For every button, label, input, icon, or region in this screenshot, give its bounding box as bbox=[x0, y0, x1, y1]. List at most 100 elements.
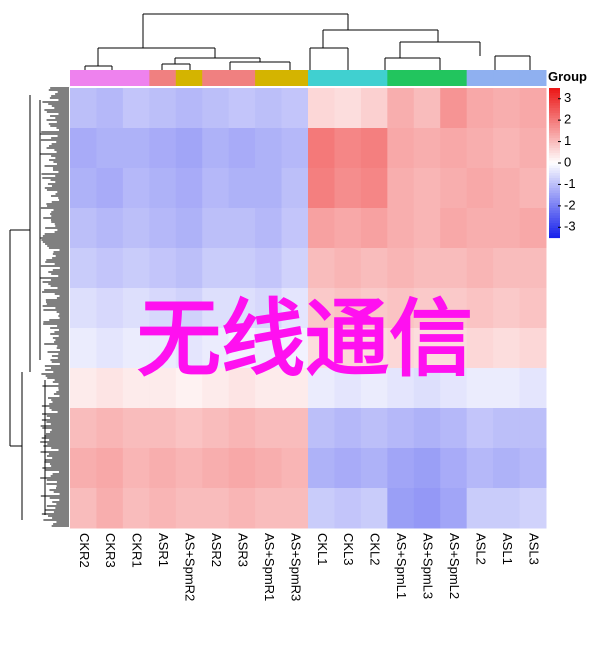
heatmap-cell bbox=[360, 328, 388, 369]
color-bar-segment bbox=[549, 205, 560, 209]
heatmap-cell bbox=[122, 448, 150, 489]
heatmap-cell bbox=[281, 448, 309, 489]
heatmap-cell bbox=[96, 128, 124, 169]
heatmap-cell bbox=[149, 328, 177, 369]
heatmap-cell bbox=[360, 208, 388, 249]
heatmap-cell bbox=[387, 88, 415, 129]
heatmap-cell bbox=[440, 368, 468, 409]
heatmap-cell bbox=[149, 488, 177, 529]
heatmap-cell bbox=[387, 488, 415, 529]
heatmap-cell bbox=[175, 208, 203, 249]
color-bar-segment bbox=[549, 128, 560, 131]
heatmap-cell bbox=[96, 408, 124, 449]
heatmap-cell bbox=[175, 488, 203, 529]
color-bar-segment bbox=[549, 155, 560, 159]
color-bar-segment bbox=[549, 118, 560, 121]
column-dendrogram bbox=[84, 13, 531, 70]
heatmap-cell bbox=[360, 408, 388, 449]
heatmap-cell bbox=[255, 168, 283, 209]
heatmap-cell bbox=[281, 408, 309, 449]
heatmap-cell bbox=[334, 248, 362, 289]
heatmap-cell bbox=[70, 328, 97, 369]
heatmap-cell bbox=[440, 488, 468, 529]
color-tick-label: -1 bbox=[564, 176, 576, 191]
heatmap-cell bbox=[466, 288, 494, 329]
color-bar-segment bbox=[549, 103, 560, 106]
heatmap-cell bbox=[387, 168, 415, 209]
heatmap-cell bbox=[440, 168, 468, 209]
heatmap-cell bbox=[519, 168, 547, 209]
heatmap-cell bbox=[122, 168, 150, 209]
heatmap-cell bbox=[175, 448, 203, 489]
heatmap-cell bbox=[360, 368, 388, 409]
column-label: CKR1 bbox=[130, 533, 145, 568]
color-bar-segment bbox=[549, 168, 560, 171]
color-bar-segment bbox=[549, 88, 560, 91]
heatmap-cell bbox=[493, 448, 521, 489]
column-label: AS+SpmL1 bbox=[394, 533, 409, 599]
heatmap-cell bbox=[413, 488, 441, 529]
heatmap-cell bbox=[149, 128, 177, 169]
color-bar-segment bbox=[549, 193, 560, 196]
heatmap-cell bbox=[96, 288, 124, 329]
heatmap-cell bbox=[228, 488, 256, 529]
heatmap-cell bbox=[519, 368, 547, 409]
color-bar-segment bbox=[549, 230, 560, 234]
color-tick-label: -2 bbox=[564, 197, 576, 212]
heatmap-cell bbox=[493, 248, 521, 289]
group-bar bbox=[387, 70, 415, 86]
column-label: CKL3 bbox=[341, 533, 356, 566]
heatmap-cell bbox=[96, 168, 124, 209]
heatmap-cell bbox=[202, 88, 230, 129]
heatmap-cell bbox=[308, 88, 335, 129]
heatmap-cell bbox=[175, 88, 203, 129]
color-bar-segment bbox=[549, 225, 560, 229]
heatmap-cell bbox=[360, 128, 388, 169]
heatmap-cell bbox=[255, 408, 283, 449]
heatmap-cell bbox=[360, 488, 388, 529]
heatmap-cell bbox=[175, 368, 203, 409]
color-bar-segment bbox=[549, 220, 560, 224]
color-bar-segment bbox=[549, 113, 560, 116]
heatmap-cell bbox=[149, 88, 177, 129]
color-bar-segment bbox=[549, 228, 560, 231]
heatmap-cell bbox=[308, 248, 335, 289]
heatmap-cell bbox=[466, 368, 494, 409]
heatmap-cell bbox=[255, 248, 283, 289]
heatmap-cell bbox=[334, 208, 362, 249]
heatmap-cell bbox=[70, 408, 97, 449]
heatmap-cell bbox=[413, 408, 441, 449]
heatmap-cell bbox=[519, 288, 547, 329]
heatmap-cell bbox=[493, 408, 521, 449]
heatmap-cell bbox=[281, 208, 309, 249]
heatmap-cell bbox=[387, 408, 415, 449]
heatmap-cell bbox=[281, 248, 309, 289]
heatmap-cell bbox=[519, 128, 547, 169]
color-bar-segment bbox=[549, 93, 560, 96]
color-bar-segment bbox=[549, 170, 560, 174]
heatmap-cell bbox=[228, 248, 256, 289]
heatmap-cell bbox=[175, 328, 203, 369]
heatmap-cell bbox=[413, 168, 441, 209]
heatmap-cell bbox=[387, 248, 415, 289]
color-bar-segment bbox=[549, 213, 560, 216]
group-bar bbox=[360, 70, 388, 86]
row-dendrogram bbox=[9, 87, 69, 527]
column-label: CKL2 bbox=[368, 533, 383, 566]
heatmap-cell bbox=[387, 328, 415, 369]
color-bar-segment bbox=[549, 158, 560, 161]
color-bar-segment bbox=[549, 190, 560, 194]
heatmap-cell bbox=[466, 128, 494, 169]
heatmap-cell bbox=[122, 488, 150, 529]
heatmap-cell bbox=[466, 488, 494, 529]
group-bar bbox=[466, 70, 494, 86]
heatmap-cell bbox=[440, 288, 468, 329]
heatmap-cell bbox=[493, 488, 521, 529]
heatmap-cell bbox=[466, 408, 494, 449]
color-bar-segment bbox=[549, 203, 560, 206]
heatmap-cell bbox=[440, 448, 468, 489]
heatmap-cell bbox=[440, 328, 468, 369]
color-bar-segment bbox=[549, 145, 560, 149]
heatmap-cell bbox=[202, 328, 230, 369]
column-label: AS+SpmR3 bbox=[288, 533, 303, 601]
